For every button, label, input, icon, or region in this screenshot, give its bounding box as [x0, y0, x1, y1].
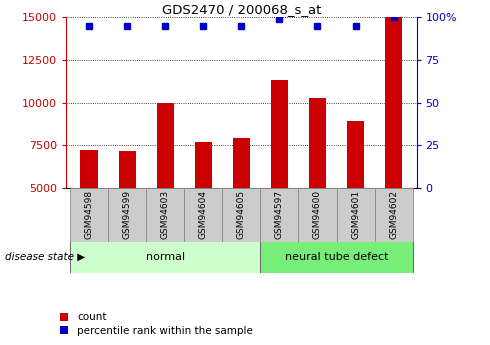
- Title: GDS2470 / 200068_s_at: GDS2470 / 200068_s_at: [162, 3, 321, 16]
- Text: GSM94601: GSM94601: [351, 190, 360, 239]
- Bar: [260, 188, 298, 241]
- Legend: count, percentile rank within the sample: count, percentile rank within the sample: [49, 308, 257, 340]
- Text: neural tube defect: neural tube defect: [285, 252, 388, 262]
- Text: GSM94599: GSM94599: [122, 190, 132, 239]
- Bar: [80, 150, 98, 188]
- Bar: [309, 98, 326, 188]
- Bar: [260, 241, 413, 273]
- Text: normal: normal: [146, 252, 185, 262]
- Bar: [271, 80, 288, 188]
- Bar: [70, 188, 108, 241]
- Bar: [70, 241, 260, 273]
- Text: GSM94605: GSM94605: [237, 190, 246, 239]
- Bar: [195, 142, 212, 188]
- Bar: [119, 151, 136, 188]
- Bar: [146, 188, 184, 241]
- Bar: [222, 188, 260, 241]
- Bar: [337, 188, 375, 241]
- Text: GSM94600: GSM94600: [313, 190, 322, 239]
- Bar: [157, 102, 174, 188]
- Bar: [385, 17, 402, 188]
- Text: GSM94598: GSM94598: [84, 190, 94, 239]
- Bar: [233, 138, 250, 188]
- Bar: [184, 188, 222, 241]
- Text: GSM94597: GSM94597: [275, 190, 284, 239]
- Text: GSM94602: GSM94602: [389, 190, 398, 239]
- Bar: [347, 121, 364, 188]
- Bar: [298, 188, 337, 241]
- Text: GSM94604: GSM94604: [199, 190, 208, 239]
- Text: disease state ▶: disease state ▶: [5, 252, 85, 262]
- Text: GSM94603: GSM94603: [161, 190, 170, 239]
- Bar: [108, 188, 146, 241]
- Bar: [375, 188, 413, 241]
